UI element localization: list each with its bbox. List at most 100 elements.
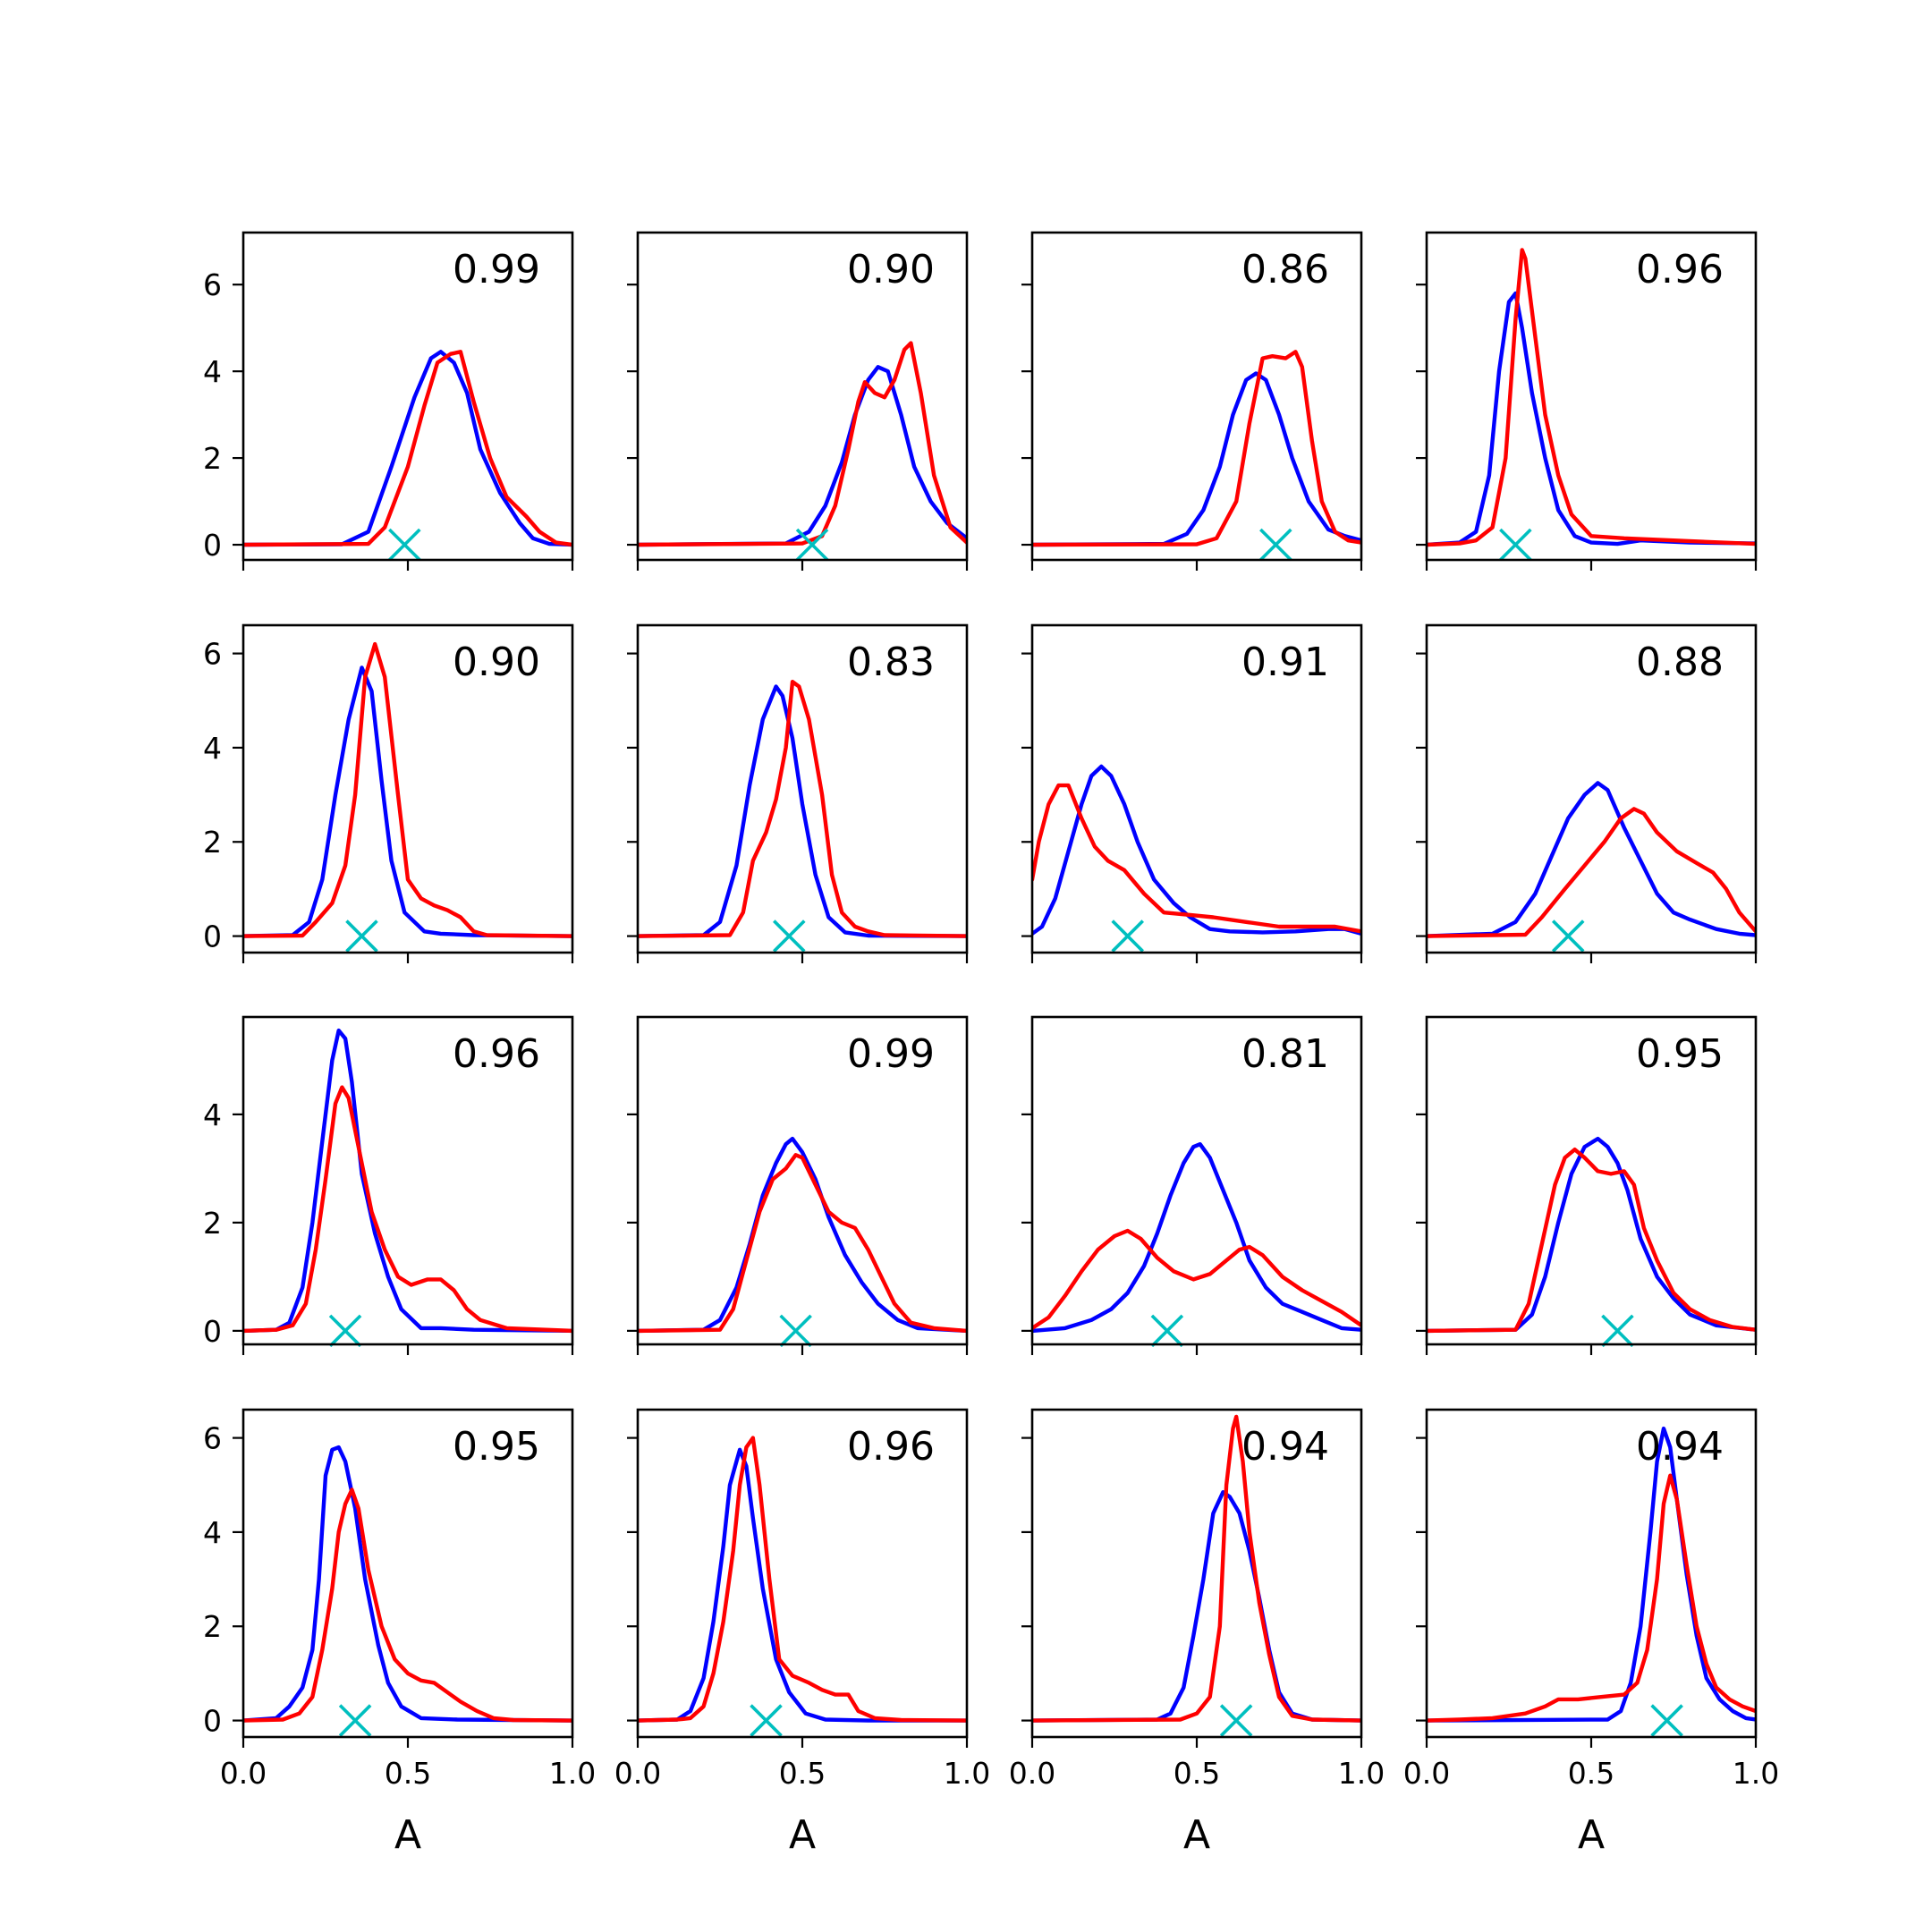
panel-value-label: 0.95 xyxy=(453,1424,540,1470)
marker-x xyxy=(773,919,806,953)
red-series-line xyxy=(1427,1473,1756,1723)
axes-frame xyxy=(1425,1408,1758,1739)
y-tick-label: 2 xyxy=(203,825,222,860)
marker-x xyxy=(1259,528,1292,562)
red-series-line xyxy=(1032,1414,1361,1723)
axes-frame xyxy=(636,1015,969,1346)
subplot-4-4: 0.0 0.5 1.0 0.94 A xyxy=(1403,1408,1779,1858)
marker-x xyxy=(1111,919,1144,953)
axes-frame xyxy=(636,231,969,562)
axes-frame xyxy=(1030,1015,1363,1346)
x-tick-label: 1.0 xyxy=(1733,1756,1779,1791)
blue-series-line xyxy=(243,350,572,547)
red-series-line xyxy=(638,680,967,938)
red-series-line xyxy=(638,341,967,547)
y-tick-label: 4 xyxy=(203,731,222,766)
y-tick-label: 6 xyxy=(203,267,222,302)
red-series-line xyxy=(1427,807,1756,938)
panel-value-label: 0.96 xyxy=(1636,247,1724,292)
x-tick-label: 0.0 xyxy=(614,1756,661,1791)
x-tick-label: 0.5 xyxy=(1568,1756,1614,1791)
red-series-line xyxy=(1032,1228,1361,1331)
panel-value-label: 0.91 xyxy=(1241,640,1329,685)
x-tick-label: 0.5 xyxy=(385,1756,431,1791)
subplot-3-3: 0.81 xyxy=(1021,1015,1363,1355)
x-tick-label: 1.0 xyxy=(1338,1756,1385,1791)
y-tick-label: 0 xyxy=(203,919,222,954)
subplot-1-2: 0.90 xyxy=(627,231,969,571)
panel-value-label: 0.94 xyxy=(1636,1424,1724,1470)
red-series-line xyxy=(243,350,572,547)
x-axis-label: A xyxy=(1183,1812,1210,1858)
marker-x xyxy=(345,919,378,953)
axes-frame xyxy=(242,231,574,562)
marker-x xyxy=(388,528,421,562)
subplot-1-1: 0 2 4 6 0.99 xyxy=(203,231,574,571)
subplot-grid: 0 2 4 6 0.99 0.90 0.86 0.96 0 2 4 6 0.90 0.83 0.91 0.88… xyxy=(203,231,1779,1858)
marker-x xyxy=(795,528,829,562)
x-tick-label: 0.5 xyxy=(1174,1756,1220,1791)
blue-series-line xyxy=(243,1445,572,1723)
subplot-4-2: 0.0 0.5 1.0 0.96 A xyxy=(614,1408,990,1858)
panel-value-label: 0.99 xyxy=(453,247,540,292)
axes-frame xyxy=(636,623,969,954)
y-tick-label: 0 xyxy=(203,1314,222,1349)
subplot-4-1: 0.0 0.5 1.0 0 2 4 6 0.95 A xyxy=(203,1408,596,1858)
panel-value-label: 0.90 xyxy=(847,247,935,292)
y-tick-label: 6 xyxy=(203,637,222,672)
panel-value-label: 0.95 xyxy=(1636,1031,1724,1077)
x-axis-label: A xyxy=(789,1812,816,1858)
axes-frame xyxy=(242,623,574,954)
marker-x xyxy=(1219,1704,1253,1737)
y-tick-label: 4 xyxy=(203,354,222,389)
marker-x xyxy=(1499,528,1532,562)
subplot-4-3: 0.0 0.5 1.0 0.94 A xyxy=(1009,1408,1385,1858)
axes-frame xyxy=(242,1408,574,1739)
marker-x xyxy=(338,1704,372,1737)
y-tick-label: 0 xyxy=(203,1704,222,1739)
subplot-1-4: 0.96 xyxy=(1416,231,1758,571)
x-tick-label: 0.0 xyxy=(220,1756,267,1791)
subplot-2-4: 0.88 xyxy=(1416,623,1758,963)
marker-x xyxy=(1601,1314,1634,1348)
blue-series-line xyxy=(638,1136,967,1334)
subplot-2-2: 0.83 xyxy=(627,623,969,963)
x-tick-label: 0.0 xyxy=(1009,1756,1055,1791)
subplot-3-2: 0.99 xyxy=(627,1015,969,1355)
y-tick-label: 6 xyxy=(203,1421,222,1456)
y-tick-label: 0 xyxy=(203,528,222,563)
marker-x xyxy=(1650,1704,1683,1737)
red-series-line xyxy=(638,1436,967,1723)
marker-x xyxy=(750,1704,783,1737)
y-tick-label: 2 xyxy=(203,1609,222,1644)
blue-series-line xyxy=(1032,1141,1361,1334)
red-series-line xyxy=(1427,1147,1756,1334)
blue-series-line xyxy=(1427,1426,1756,1723)
red-series-line xyxy=(1427,248,1756,547)
panel-value-label: 0.94 xyxy=(1241,1424,1329,1470)
marker-x xyxy=(1551,919,1585,953)
blue-series-line xyxy=(1032,371,1361,547)
panel-value-label: 0.86 xyxy=(1241,247,1329,292)
blue-series-line xyxy=(243,1028,572,1334)
y-tick-label: 4 xyxy=(203,1097,222,1132)
panel-value-label: 0.96 xyxy=(453,1031,540,1077)
subplot-2-3: 0.91 xyxy=(1021,623,1363,963)
axes-frame xyxy=(1425,1015,1758,1346)
marker-x xyxy=(779,1314,812,1348)
axes-frame xyxy=(1030,623,1363,954)
red-series-line xyxy=(243,641,572,938)
axes-frame xyxy=(1425,623,1758,954)
axes-frame xyxy=(242,1015,574,1346)
x-tick-label: 0.5 xyxy=(779,1756,826,1791)
y-tick-label: 4 xyxy=(203,1515,222,1550)
axes-frame xyxy=(636,1408,969,1739)
subplot-3-4: 0.95 xyxy=(1416,1015,1758,1355)
x-axis-label: A xyxy=(1578,1812,1605,1858)
marker-x xyxy=(1150,1314,1184,1348)
panel-value-label: 0.88 xyxy=(1636,640,1724,685)
x-tick-label: 0.0 xyxy=(1403,1756,1450,1791)
marker-x xyxy=(328,1314,362,1348)
panel-value-label: 0.83 xyxy=(847,640,935,685)
